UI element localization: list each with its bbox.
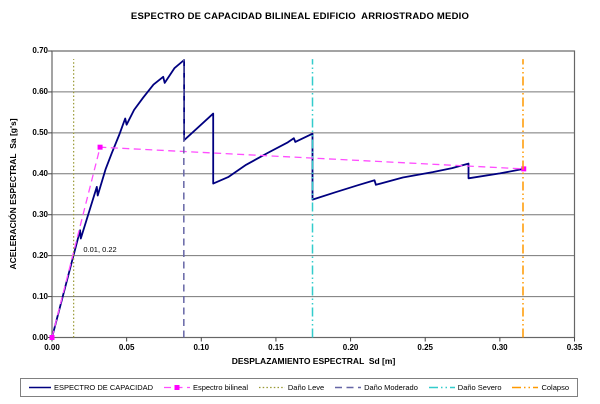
legend-swatch-da-o-moderado — [335, 386, 362, 389]
legend-item-da-o-severo: Daño Severo — [428, 383, 502, 392]
legend-swatch-colapso — [512, 386, 539, 389]
y-tick-label: 0.70 — [32, 46, 48, 55]
chart-title: ESPECTRO DE CAPACIDAD BILINEAL EDIFICIO … — [130, 11, 470, 22]
y-tick-label: 0.20 — [32, 250, 48, 260]
series-espectro-bilineal — [51, 146, 524, 338]
x-tick-label: 0.15 — [268, 342, 284, 352]
marker-espectro-bilineal — [97, 144, 103, 150]
legend-item-da-o-leve: Daño Leve — [258, 383, 325, 392]
legend-item-colapso: Colapso — [512, 383, 569, 392]
legend-item-espectro-bilineal: Espectro bilineal — [163, 383, 248, 392]
y-tick-label: 0.60 — [32, 86, 48, 96]
x-tick-label: 0.05 — [118, 342, 135, 352]
marker-espectro-bilineal — [49, 335, 55, 340]
legend-swatch-da-o-severo — [428, 386, 455, 389]
legend-label-da-o-severo: Daño Severo — [457, 383, 502, 392]
legend-swatch-da-o-leve — [258, 386, 285, 389]
legend-label-espectro-de-capacidad: ESPECTRO DE CAPACIDAD — [54, 383, 154, 392]
point-annotation: 0.01, 0.22 — [83, 244, 117, 254]
y-axis-title: ACELERACIÓN ESPECTRAL Sa [g's] — [8, 118, 18, 270]
y-tick-label: 0.00 — [32, 332, 48, 342]
y-tick-label: 0.10 — [32, 291, 48, 301]
y-tick-label: 0.30 — [32, 209, 48, 219]
y-tick-label: 0.40 — [32, 168, 48, 178]
legend-swatch-espectro-bilineal — [163, 385, 190, 390]
legend-label-da-o-leve: Daño Leve — [287, 383, 325, 392]
x-axis-title: DESPLAZAMIENTO ESPECTRAL Sd [m] — [231, 356, 396, 366]
legend-label-colapso: Colapso — [541, 383, 569, 392]
x-tick-label: 0.00 — [44, 342, 60, 352]
legend-item-da-o-moderado: Daño Moderado — [335, 383, 418, 392]
legend: ESPECTRO DE CAPACIDAD Espectro bilineal Da… — [20, 378, 578, 397]
x-tick-label: 0.35 — [566, 342, 583, 352]
legend-item-espectro-de-capacidad: ESPECTRO DE CAPACIDAD — [29, 383, 153, 392]
legend-swatch-espectro-de-capacidad — [29, 386, 51, 389]
x-tick-label: 0.20 — [342, 342, 359, 352]
series-espectro-de-capacidad — [51, 59, 524, 338]
legend-label-da-o-moderado: Daño Moderado — [364, 383, 418, 392]
x-tick-label: 0.10 — [193, 342, 210, 352]
legend-label-espectro-bilineal: Espectro bilineal — [192, 383, 248, 392]
x-tick-label: 0.30 — [492, 342, 508, 352]
x-tick-label: 0.25 — [417, 342, 433, 352]
y-tick-label: 0.50 — [32, 127, 48, 137]
